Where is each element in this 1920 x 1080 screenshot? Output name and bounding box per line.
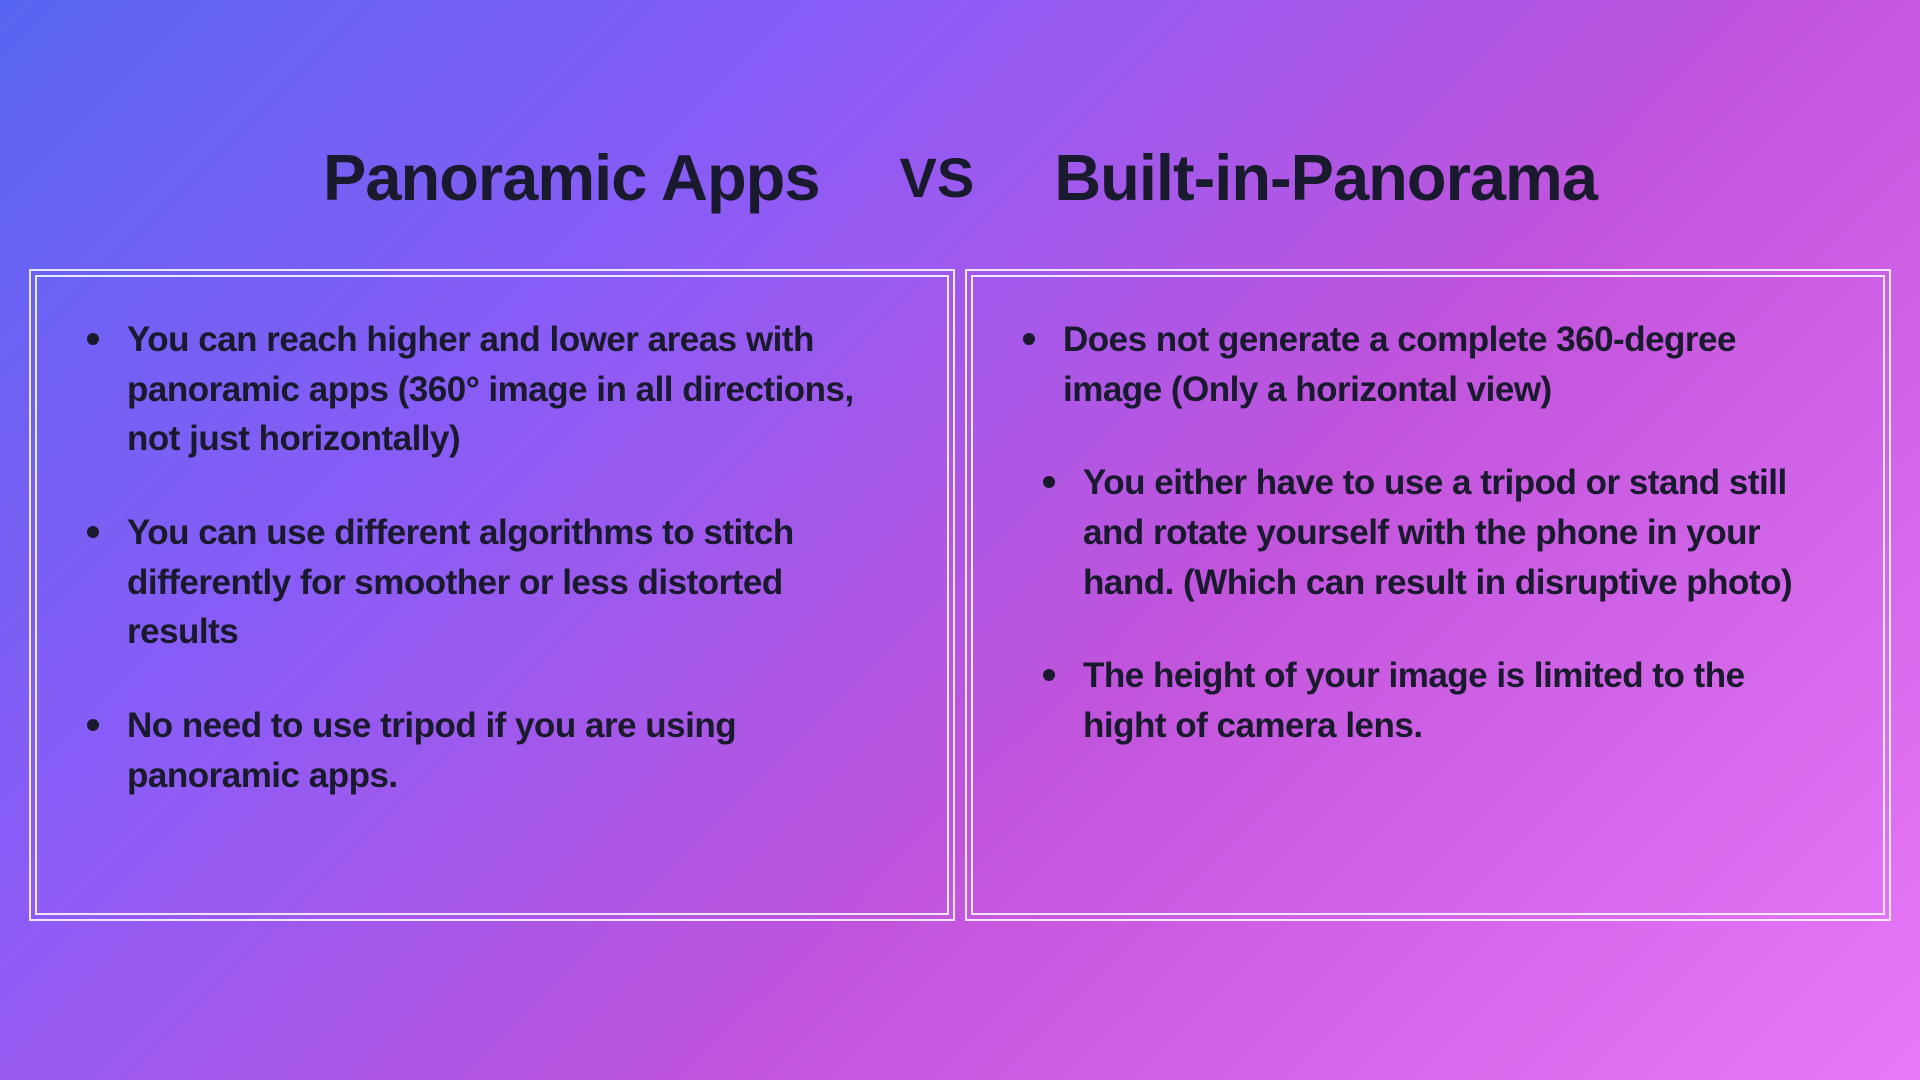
list-item: You either have to use a tripod or stand… — [1023, 458, 1833, 607]
bullet-text: You can reach higher and lower areas wit… — [127, 315, 897, 464]
left-title: Panoramic Apps — [323, 140, 820, 215]
left-bullet-list: You can reach higher and lower areas wit… — [87, 315, 897, 801]
list-item: No need to use tripod if you are using p… — [87, 701, 897, 800]
bullet-icon — [87, 526, 99, 538]
comparison-header: Panoramic Apps VS Built-in-Panorama — [25, 0, 1895, 275]
right-box: Does not generate a complete 360-degree … — [971, 275, 1885, 915]
bullet-text: Does not generate a complete 360-degree … — [1063, 315, 1833, 414]
vs-label: VS — [900, 145, 975, 210]
bullet-icon — [1043, 476, 1055, 488]
left-box: You can reach higher and lower areas wit… — [35, 275, 949, 915]
bullet-icon — [87, 333, 99, 345]
list-item: The height of your image is limited to t… — [1023, 651, 1833, 750]
bullet-icon — [1043, 669, 1055, 681]
bullet-icon — [87, 719, 99, 731]
bullet-text: No need to use tripod if you are using p… — [127, 701, 897, 800]
bullet-text: The height of your image is limited to t… — [1083, 651, 1833, 750]
list-item: You can use different algorithms to stit… — [87, 508, 897, 657]
bullet-text: You either have to use a tripod or stand… — [1083, 458, 1833, 607]
comparison-content: You can reach higher and lower areas wit… — [25, 275, 1895, 915]
right-bullet-list: Does not generate a complete 360-degree … — [1023, 315, 1833, 751]
right-title: Built-in-Panorama — [1054, 140, 1597, 215]
bullet-icon — [1023, 333, 1035, 345]
list-item: You can reach higher and lower areas wit… — [87, 315, 897, 464]
bullet-text: You can use different algorithms to stit… — [127, 508, 897, 657]
list-item: Does not generate a complete 360-degree … — [1023, 315, 1833, 414]
